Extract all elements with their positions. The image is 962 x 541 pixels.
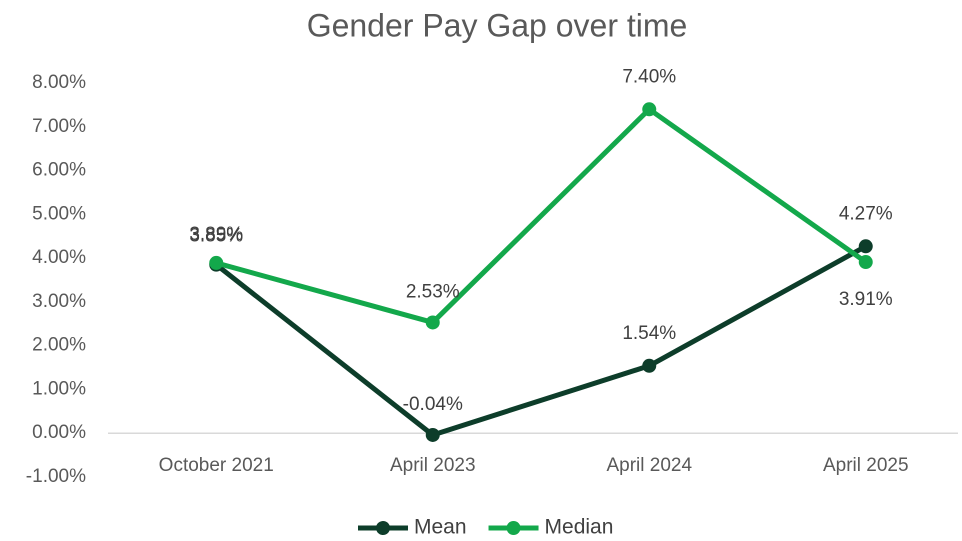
data-label: 7.40%: [622, 66, 676, 87]
data-point: [425, 315, 440, 330]
y-tick-label: 1.00%: [32, 378, 86, 399]
data-point: [642, 358, 657, 373]
data-point: [425, 427, 440, 442]
legend-label: Mean: [414, 516, 467, 539]
x-tick-label: October 2021: [159, 455, 274, 476]
data-point: [209, 255, 224, 270]
data-label: 3.91%: [839, 289, 893, 310]
data-label: 2.53%: [406, 281, 460, 302]
series-line: [215, 106, 868, 325]
chart-title: Gender Pay Gap over time: [307, 7, 688, 43]
legend: Mean Median: [358, 516, 613, 539]
y-tick-label: -1.00%: [26, 466, 86, 487]
y-tick-label: 6.00%: [32, 160, 86, 181]
data-label: 4.27%: [839, 203, 893, 224]
x-tick-label: April 2023: [390, 455, 476, 476]
y-tick-label: 5.00%: [32, 203, 86, 224]
y-tick-label: 3.00%: [32, 291, 86, 312]
y-tick-label: 7.00%: [32, 116, 86, 137]
y-tick-label: 2.00%: [32, 335, 86, 356]
data-point: [858, 239, 873, 254]
x-tick-label: April 2024: [606, 455, 692, 476]
data-label: 3.85%: [189, 226, 243, 247]
x-tick-label: April 2025: [823, 455, 909, 476]
data-point: [642, 102, 657, 117]
y-tick-label: 0.00%: [32, 422, 86, 443]
series-line: [214, 244, 867, 438]
data-label: -0.04%: [403, 394, 463, 415]
data-label: 1.54%: [622, 323, 676, 344]
legend-swatch-marker: [506, 521, 521, 535]
data-label: 3.89%: [189, 224, 243, 245]
y-tick-label: 8.00%: [32, 72, 86, 93]
legend-label: Median: [545, 516, 614, 539]
y-tick-label: 4.00%: [32, 247, 86, 268]
legend-swatch-marker: [376, 521, 390, 535]
data-point: [858, 255, 873, 270]
